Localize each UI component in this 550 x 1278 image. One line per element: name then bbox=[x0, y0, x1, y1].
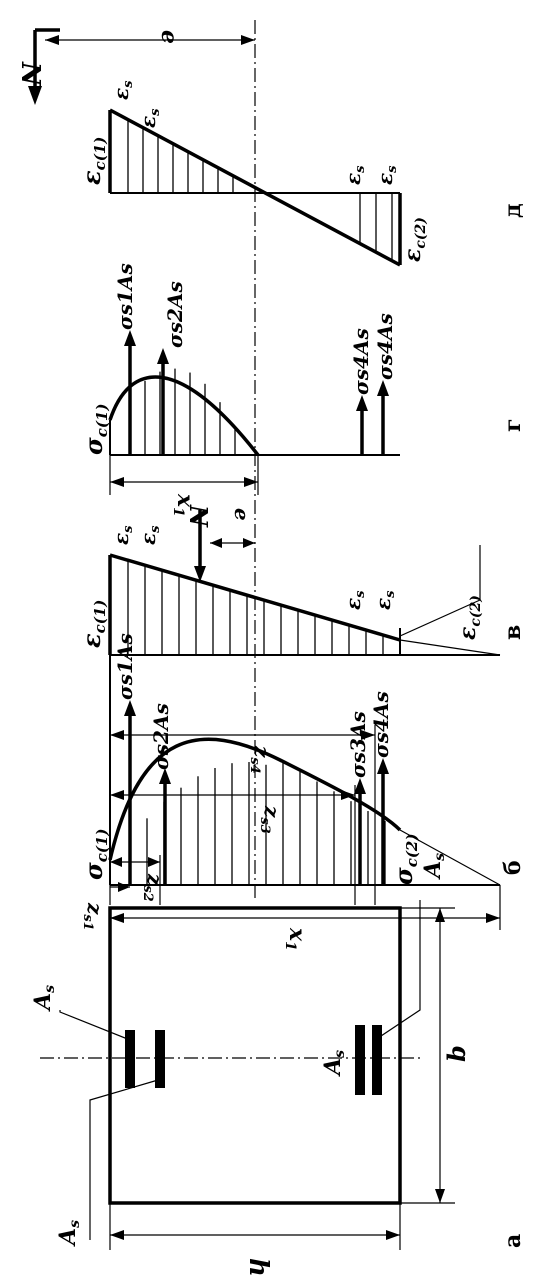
panel-label-v: в bbox=[500, 625, 526, 640]
as-leader-1 bbox=[59, 1010, 131, 1041]
label-zs3: zs3 bbox=[257, 805, 284, 834]
label-n-top: N bbox=[15, 61, 45, 87]
eps-c2-leader-v bbox=[399, 599, 481, 637]
label-x1-b: x1 bbox=[282, 927, 310, 951]
panel-v-strain bbox=[108, 510, 501, 656]
label-as-4: As bbox=[420, 853, 448, 880]
label-eps-d-2: εs bbox=[136, 108, 163, 128]
as-leader-3 bbox=[374, 900, 421, 1041]
panel-label-g: г bbox=[500, 419, 526, 432]
panel-g-stress bbox=[108, 330, 400, 495]
panel-d-strain bbox=[28, 28, 402, 267]
label-x1-g: x1 bbox=[170, 493, 198, 517]
label-s3as-b: σs3As bbox=[346, 711, 370, 778]
label-eps-c2-v: εc(2) bbox=[455, 595, 484, 640]
rebar-s1 bbox=[125, 1030, 135, 1088]
as-leader-2 bbox=[89, 1079, 159, 1240]
panel-label-d: д bbox=[500, 203, 526, 218]
label-sigma-c1-b: σc(1) bbox=[79, 829, 111, 880]
label-eps-d-4: εs bbox=[373, 165, 400, 185]
stress-curve-b bbox=[108, 737, 402, 861]
label-sigma-c2-b: σc(2) bbox=[389, 834, 421, 885]
label-eps-c1-d: εc(1) bbox=[77, 137, 109, 185]
label-s2as-b: σs2As bbox=[149, 703, 173, 770]
label-as-2: As bbox=[55, 1220, 83, 1247]
rebar-s4 bbox=[372, 1025, 382, 1095]
label-eps-c1-v: εc(1) bbox=[77, 600, 109, 648]
panel-label-a: а bbox=[500, 1234, 526, 1248]
label-zs4: zs4 bbox=[247, 745, 274, 774]
label-sigma-c1-g: σc(1) bbox=[79, 404, 111, 455]
label-zs2: zs2 bbox=[140, 873, 167, 902]
label-eps-v-2: εs bbox=[136, 525, 163, 545]
rebar-s2 bbox=[155, 1030, 165, 1088]
label-eps-v-3: εs bbox=[341, 590, 368, 610]
label-n-v: N bbox=[184, 504, 213, 528]
label-s1as-g: σs1As bbox=[113, 263, 137, 330]
rebar-s3 bbox=[355, 1025, 365, 1095]
label-eps-v-1: εs bbox=[109, 525, 136, 545]
label-e-top: e bbox=[156, 30, 182, 44]
label-b-width: b bbox=[442, 1045, 471, 1062]
label-s4as-g-1: σs4As bbox=[349, 328, 373, 395]
label-s4as-b: σs4As bbox=[369, 691, 393, 758]
label-s4as-g-2: σs4As bbox=[373, 313, 397, 380]
label-eps-d-3: εs bbox=[341, 165, 368, 185]
label-zs1: zs1 bbox=[80, 902, 107, 931]
panel-b-stress bbox=[108, 640, 501, 930]
label-eps-v-4: εs bbox=[371, 590, 398, 610]
panel-label-b: б bbox=[500, 860, 526, 875]
label-as-3: As bbox=[320, 1050, 348, 1077]
label-s2as-g: σs2As bbox=[163, 281, 187, 348]
label-h: h bbox=[243, 1258, 273, 1277]
stress-curve-g bbox=[108, 375, 260, 457]
label-as-1: As bbox=[30, 985, 58, 1012]
section-rectangle bbox=[108, 906, 402, 1205]
label-s1as-b: σs1As bbox=[113, 633, 137, 700]
label-eps-d-1: εs bbox=[109, 80, 136, 100]
label-eps-c2-d: εc(2) bbox=[400, 217, 429, 262]
label-e-v: e bbox=[230, 508, 254, 521]
